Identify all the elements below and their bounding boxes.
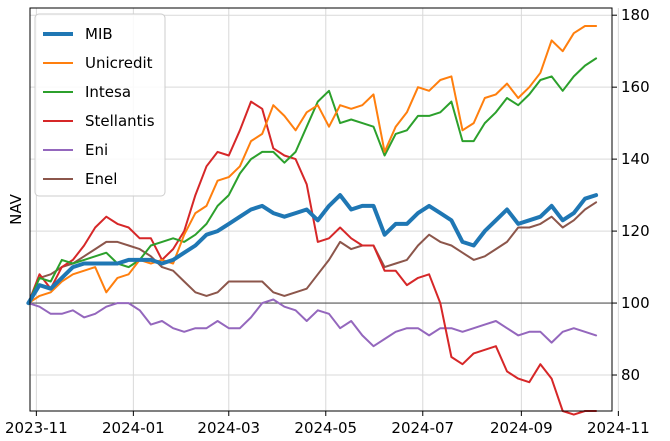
y-tick-label: 160 [621, 78, 650, 96]
x-tick-label: 2024-07 [391, 419, 454, 437]
legend-label-enel: Enel [85, 170, 117, 188]
x-tick-label: 2024-09 [490, 419, 553, 437]
series-line-unicredit [27, 25, 598, 305]
y-axis-label: NAV [7, 193, 25, 225]
y-axis-ticks: 80 100 120 140 160 180 [612, 6, 650, 384]
legend: MIB Unicredit Intesa Stellantis Eni Enel [34, 13, 166, 197]
x-axis-ticks: 2023-11 2024-01 2024-03 2024-05 2024-07 2024-… [5, 411, 650, 437]
y-tick-label: 80 [621, 366, 640, 384]
series-lines [26, 25, 599, 416]
legend-label-unicredit: Unicredit [85, 54, 153, 72]
x-tick-label: 2024-01 [102, 419, 165, 437]
y-tick-label: 180 [621, 6, 650, 24]
legend-label-stellantis: Stellantis [85, 112, 155, 130]
plot-border [29, 7, 613, 412]
series-line-enel [27, 201, 598, 305]
y-tick-label: 120 [621, 222, 650, 240]
y-tick-label: 100 [621, 294, 650, 312]
plot-frame [29, 7, 613, 412]
y-tick-label: 140 [621, 150, 650, 168]
legend-label-intesa: Intesa [85, 83, 131, 101]
series-line-eni [27, 298, 598, 348]
legend-label-mib: MIB [85, 25, 113, 43]
series-line-mib [26, 193, 599, 306]
legend-label-eni: Eni [85, 141, 108, 159]
x-tick-label: 2023-11 [5, 419, 68, 437]
x-tick-label: 2024-03 [197, 419, 260, 437]
x-tick-label: 2024-05 [294, 419, 357, 437]
x-tick-label: 2024-11 [587, 419, 650, 437]
series-line-intesa [27, 57, 598, 305]
